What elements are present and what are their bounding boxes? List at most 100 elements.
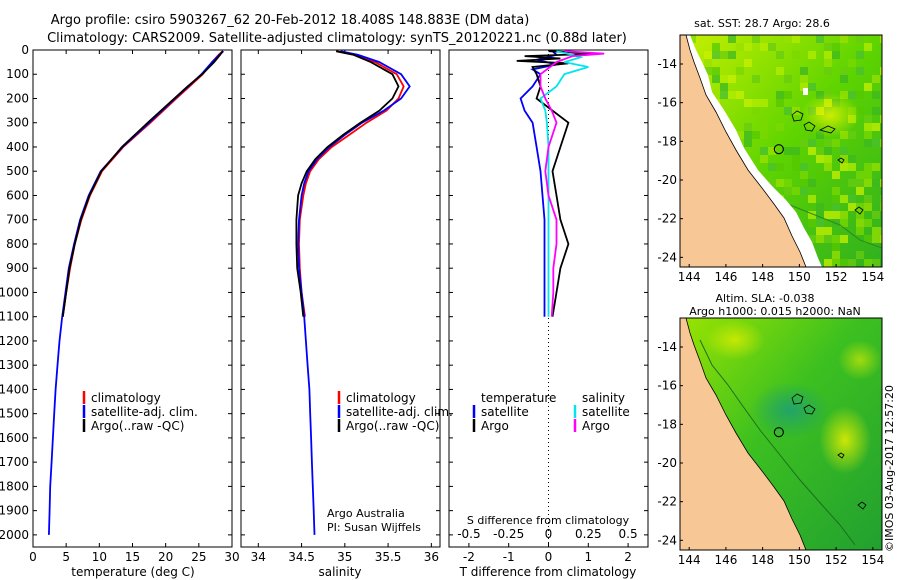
- sst-cell: [824, 259, 832, 267]
- sst-cell: [848, 155, 856, 163]
- sst-cell: [744, 43, 752, 51]
- sst-cell: [832, 243, 840, 251]
- sla-map-title-line2: Argo h1000: 0.015 h2000: NaN: [689, 305, 861, 318]
- sst-cell: [864, 115, 872, 123]
- sst-cell: [816, 219, 824, 227]
- salinity-panel-frame: [240, 49, 441, 548]
- legend-label-S-argo: Argo: [582, 419, 610, 433]
- series-satellite-adj-clim-: [48, 50, 225, 535]
- sst-cell: [848, 203, 856, 211]
- sst-cell: [840, 219, 848, 227]
- sst-cell: [832, 259, 840, 267]
- sst-cell: [776, 99, 784, 107]
- sst-cell: [824, 155, 832, 163]
- sst-cell: [848, 195, 856, 203]
- depth-tick-label: 1600: [0, 431, 29, 445]
- lat-tick-label: -24: [657, 250, 677, 264]
- sst-cell: [832, 195, 840, 203]
- x-tick-label: 0: [29, 550, 37, 564]
- sst-cell: [856, 91, 864, 99]
- sst-cell: [792, 155, 800, 163]
- depth-tick-label: 500: [6, 164, 29, 178]
- sst-cell: [824, 227, 832, 235]
- depth-tick-label: 600: [6, 188, 29, 202]
- sst-cell: [864, 259, 872, 267]
- sst-cell: [872, 163, 880, 171]
- series-s-argo: [539, 50, 605, 317]
- sst-cell: [840, 147, 848, 155]
- sst-cell: [760, 147, 768, 155]
- series-climatology: [61, 50, 224, 317]
- lat-tick-label: -22: [657, 212, 677, 226]
- sst-cell: [776, 91, 784, 99]
- sst-cell: [872, 259, 880, 267]
- sst-cell: [800, 187, 808, 195]
- sst-cell: [752, 75, 760, 83]
- lon-tick-label: 144: [678, 553, 701, 567]
- sst-reef: [818, 125, 836, 134]
- depth-tick-label: 1900: [0, 504, 29, 518]
- sst-cell: [832, 211, 840, 219]
- depth-tick-label: 1400: [0, 382, 29, 396]
- sst-map: [680, 35, 882, 267]
- sst-cell: [816, 211, 824, 219]
- legend-label-T-argo: Argo: [481, 419, 509, 433]
- depth-tick-label: 1100: [0, 310, 29, 324]
- sst-cell: [824, 51, 832, 59]
- sst-cell: [864, 131, 872, 139]
- depth-tick-label: 0: [21, 43, 29, 57]
- sst-cell: [760, 155, 768, 163]
- sst-cell: [856, 219, 864, 227]
- lon-tick-label: 154: [861, 553, 884, 567]
- sst-cell: [864, 195, 872, 203]
- sst-cell: [744, 131, 752, 139]
- lon-tick-label: 148: [751, 553, 774, 567]
- sst-cell: [872, 75, 880, 83]
- sst-cell: [816, 35, 824, 43]
- sst-map-title: sat. SST: 28.7 Argo: 28.6: [694, 17, 830, 30]
- temperature-plot: 0100200300400500600700800900100011001200…: [0, 43, 240, 564]
- sst-cell: [824, 235, 832, 243]
- sst-cell: [856, 107, 864, 115]
- sst-cell: [840, 91, 848, 99]
- difference-top-xlabel: S difference from climatology: [467, 514, 630, 527]
- x-tick-label: 35: [337, 550, 352, 564]
- sst-cell: [784, 107, 792, 115]
- sst-cell: [800, 163, 808, 171]
- difference-xlabel: T difference from climatology: [459, 565, 637, 579]
- sst-cell: [856, 227, 864, 235]
- sst-cell: [808, 195, 816, 203]
- figure-title-line2: Climatology: CARS2009. Satellite-adjuste…: [47, 31, 627, 46]
- T-tick-label: 0: [545, 550, 553, 564]
- sst-cell: [736, 43, 744, 51]
- imos-credit: ©IMOS 03-Aug-2017 12:57:20: [883, 385, 896, 552]
- sst-cell: [800, 67, 808, 75]
- sst-cell: [768, 179, 776, 187]
- x-tick-label: 34.5: [288, 550, 315, 564]
- sst-cell: [864, 123, 872, 131]
- sst-cell: [872, 179, 880, 187]
- sla-low-anomaly: [750, 382, 830, 438]
- temperature-panel-frame: [32, 49, 233, 548]
- legend-label-T-satellite: satellite: [481, 405, 529, 419]
- lat-tick-label: -16: [657, 379, 677, 393]
- T-tick-label: -2: [463, 550, 475, 564]
- sst-cell: [688, 35, 696, 43]
- sst-cell: [736, 67, 744, 75]
- sst-cell: [840, 131, 848, 139]
- sst-cell: [784, 35, 792, 43]
- sst-cell: [864, 171, 872, 179]
- sst-cell: [744, 59, 752, 67]
- legend-label-climatology: climatology: [346, 391, 416, 405]
- sst-cell: [864, 83, 872, 91]
- x-tick-label: 25: [191, 550, 206, 564]
- sst-cell: [872, 123, 880, 131]
- difference-legend-salinity: salinity satellite Argo: [573, 391, 630, 433]
- sst-cell: [848, 91, 856, 99]
- sst-cell: [872, 107, 880, 115]
- T-tick-label: -1: [503, 550, 515, 564]
- lon-tick-label: 148: [751, 270, 774, 284]
- sst-cell: [784, 75, 792, 83]
- sst-cell: [840, 235, 848, 243]
- x-tick-label: 15: [125, 550, 140, 564]
